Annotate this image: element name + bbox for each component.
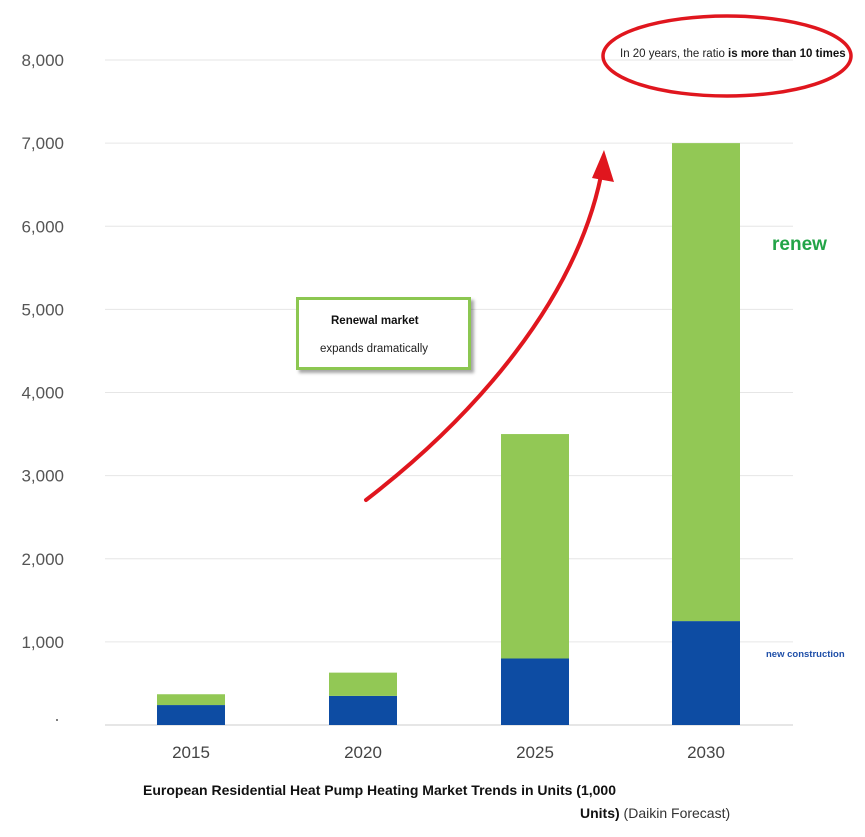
y-tick-label: 6,000 <box>21 217 64 236</box>
caption-units: Units) <box>580 805 620 821</box>
renewal-callout-subtitle: expands dramatically <box>320 343 429 355</box>
y-tick-label: 5,000 <box>21 300 64 319</box>
series-label-renew: renew <box>772 234 827 255</box>
x-tick-label: 2015 <box>172 743 210 762</box>
origin-dot <box>56 719 58 721</box>
renewal-callout-box: Renewal market expands dramatically <box>296 297 471 370</box>
caption-source: (Daikin Forecast) <box>619 805 731 821</box>
x-tick-label: 2020 <box>344 743 382 762</box>
bar-new-construction-2030 <box>672 621 740 725</box>
y-tick-label: 8,000 <box>21 51 64 70</box>
y-axis: 1,000 2,000 3,000 4,000 5,000 6,000 7,000 8,000 <box>21 51 64 652</box>
ratio-prefix: In 20 years, the ratio <box>620 48 729 60</box>
ratio-ellipse <box>601 14 853 98</box>
renewal-callout-title: Renewal market <box>331 315 419 327</box>
bar-renew-2015 <box>157 694 225 706</box>
caption-line-2: Units) (Daikin Forecast) <box>580 805 730 821</box>
x-axis: 2015 2020 2025 2030 <box>172 743 725 762</box>
bar-renew-2025 <box>501 434 569 659</box>
x-tick-label: 2030 <box>687 743 725 762</box>
caption-line-1: European Residential Heat Pump Heating M… <box>143 782 617 798</box>
bar-renew-2020 <box>329 672 397 696</box>
y-tick-label: 7,000 <box>21 134 64 153</box>
y-tick-label: 2,000 <box>21 550 64 569</box>
bar-new-construction-2015 <box>157 705 225 725</box>
x-tick-label: 2025 <box>516 743 554 762</box>
ratio-annotation: In 20 years, the ratio is more than 10 t… <box>620 48 846 60</box>
growth-arrow <box>364 163 605 502</box>
y-tick-label: 3,000 <box>21 467 64 486</box>
bar-renew-2030 <box>672 143 740 622</box>
bars <box>157 143 740 725</box>
y-tick-label: 4,000 <box>21 384 64 403</box>
ratio-bold: is more than 10 times <box>728 48 846 60</box>
series-label-new-construction: new construction <box>766 649 845 660</box>
y-tick-label: 1,000 <box>21 633 64 652</box>
bar-new-construction-2020 <box>329 695 397 725</box>
bar-new-construction-2025 <box>501 658 569 725</box>
growth-arrow-head <box>592 150 614 182</box>
